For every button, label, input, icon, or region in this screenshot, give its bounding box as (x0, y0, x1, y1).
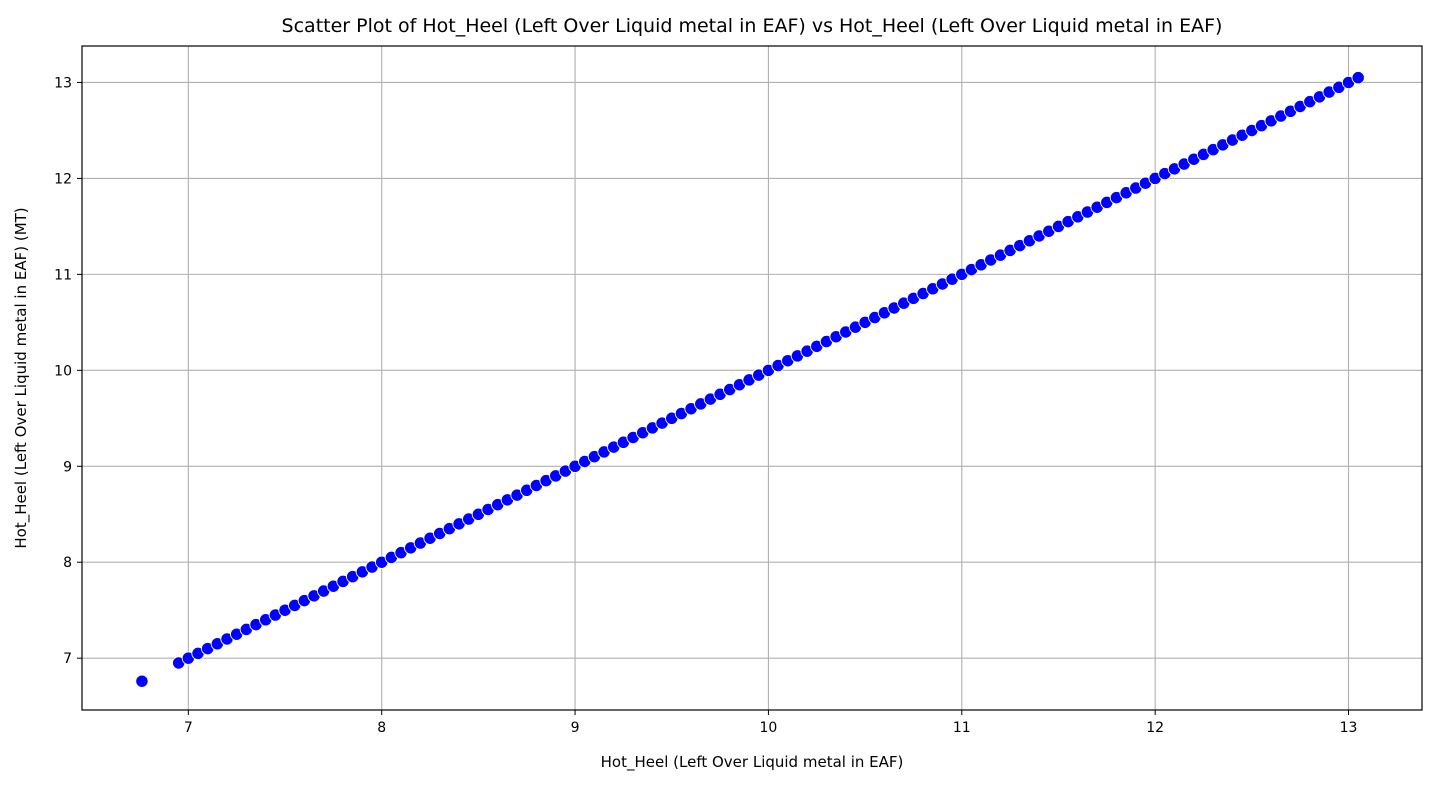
chart-title: Scatter Plot of Hot_Heel (Left Over Liqu… (282, 15, 1223, 37)
data-point (135, 674, 149, 688)
y-tick-label: 10 (54, 363, 72, 379)
y-tick-label: 11 (54, 267, 72, 283)
x-tick-label: 11 (953, 720, 971, 736)
y-axis-title: Hot_Heel (Left Over Liquid metal in EAF)… (12, 207, 31, 548)
x-tick-label: 7 (184, 720, 193, 736)
x-tick-label: 8 (377, 720, 386, 736)
y-tick-label: 8 (63, 555, 72, 571)
x-axis-title: Hot_Heel (Left Over Liquid metal in EAF) (601, 753, 904, 772)
y-tick-label: 7 (63, 651, 72, 667)
y-tick-label: 12 (54, 171, 72, 187)
axis-ticks: 7 8 9 10 11 12 13 7 8 9 10 11 12 13 (54, 75, 1357, 736)
grid-lines (82, 46, 1422, 710)
x-tick-label: 12 (1146, 720, 1164, 736)
x-tick-label: 9 (571, 720, 580, 736)
data-point (1351, 71, 1365, 85)
data-points (135, 71, 1365, 688)
y-tick-label: 9 (63, 459, 72, 475)
plot-frame (81, 45, 1423, 711)
x-tick-label: 10 (760, 720, 778, 736)
y-tick-label: 13 (54, 75, 72, 91)
x-tick-label: 13 (1340, 720, 1358, 736)
